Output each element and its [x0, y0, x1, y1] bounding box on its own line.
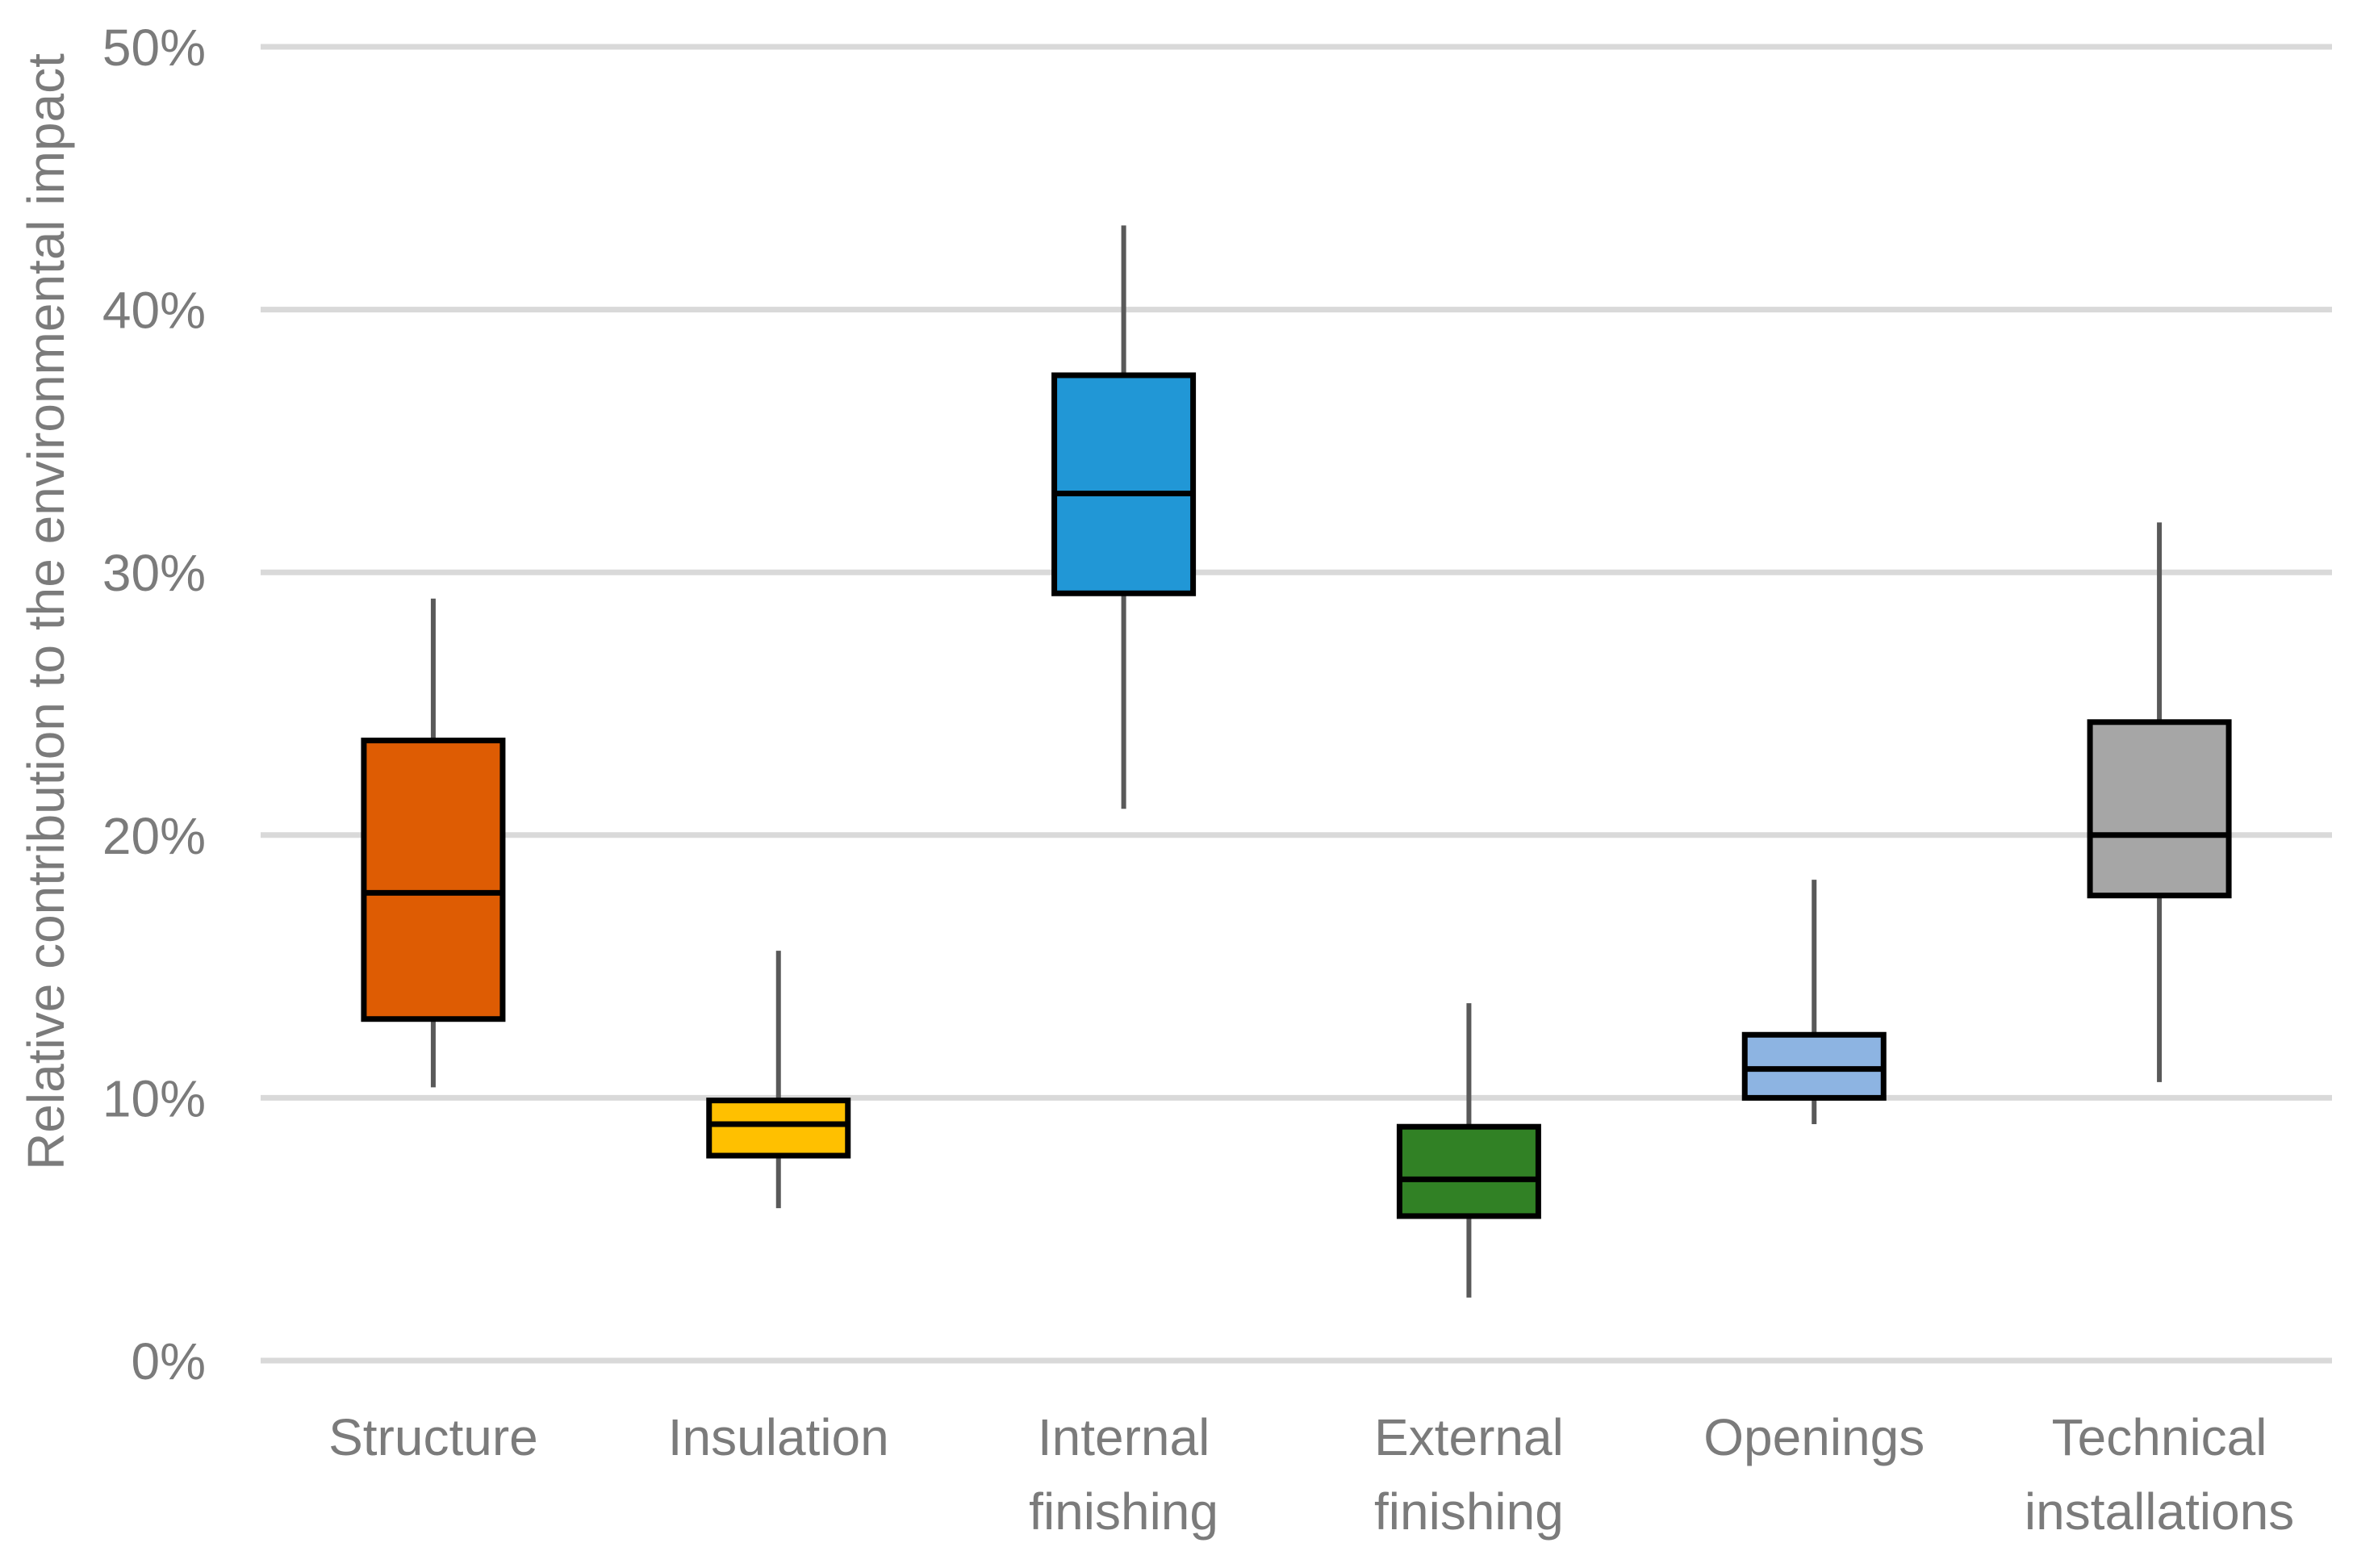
box-insulation: [706, 1098, 851, 1159]
category-label-openings: Openings: [1703, 1408, 1924, 1466]
category-label-structure: Structure: [328, 1408, 538, 1466]
box-external-finishing: [1396, 1123, 1541, 1219]
y-tick-label-40: 40%: [102, 282, 206, 340]
category-label-external-finishing: External finishing: [1374, 1408, 1564, 1541]
y-tick-label-0: 0%: [132, 1332, 207, 1390]
y-tick-label-50: 50%: [102, 19, 206, 77]
box-internal-finishing: [1051, 372, 1197, 596]
y-tick-label-10: 10%: [102, 1069, 206, 1127]
box-technical-installations: [2087, 719, 2232, 899]
category-label-technical-installations: Technical installations: [2025, 1408, 2294, 1541]
y-tick-label-30: 30%: [102, 544, 206, 602]
y-tick-label-20: 20%: [102, 807, 206, 865]
category-label-insulation: Insulation: [668, 1408, 889, 1466]
box-structure: [361, 738, 506, 1022]
category-label-internal-finishing: Internal finishing: [1029, 1408, 1218, 1541]
